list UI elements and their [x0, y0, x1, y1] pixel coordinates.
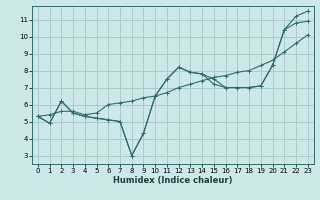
X-axis label: Humidex (Indice chaleur): Humidex (Indice chaleur)	[113, 176, 233, 185]
